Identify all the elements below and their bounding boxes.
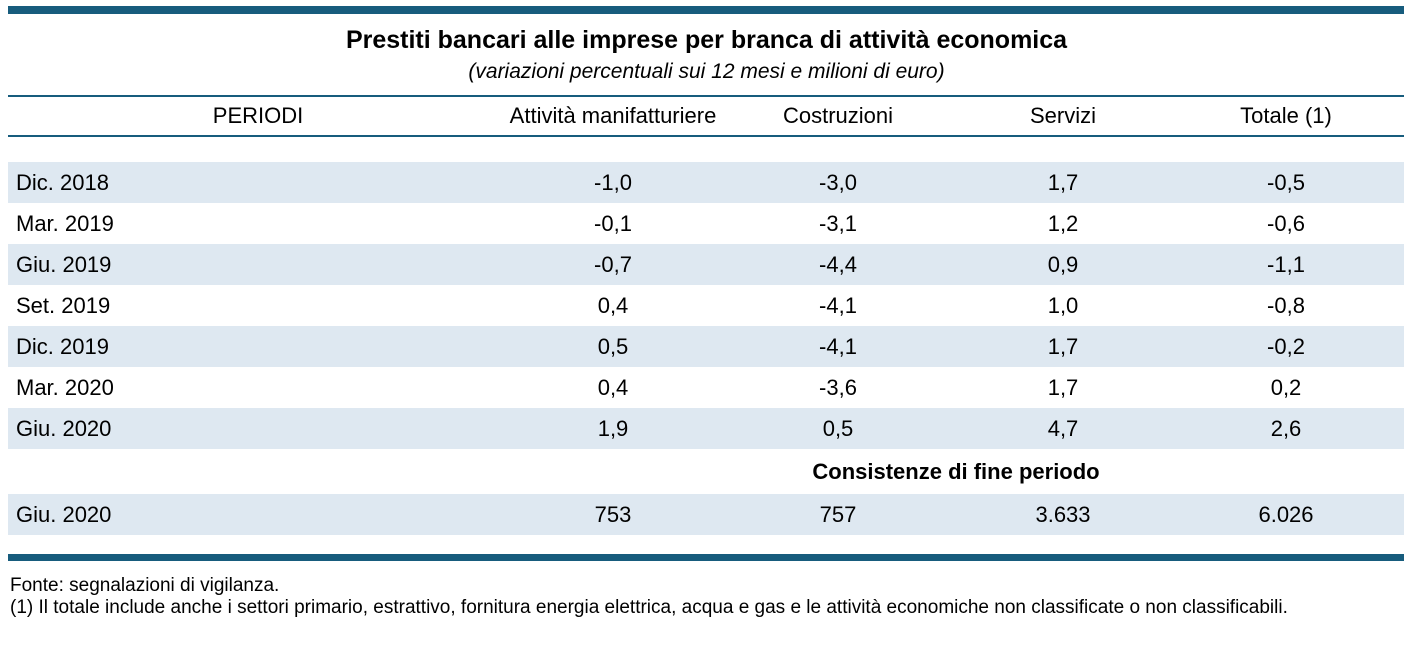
value-cell: -0,6 [1267, 210, 1305, 236]
spacer-row [8, 136, 1404, 162]
period-cell: Dic. 2019 [16, 333, 109, 359]
value-cell: -3,6 [819, 374, 857, 400]
value-cell: 0,4 [597, 374, 629, 400]
value-cell: -4,1 [819, 333, 857, 359]
loans-table: PERIODI Attività manifatturiere Costruzi… [8, 95, 1404, 535]
section-header-empty-cell [8, 449, 508, 494]
table-title: Prestiti bancari alle imprese per branca… [345, 26, 1068, 54]
top-rule [8, 6, 1404, 14]
footer: Fonte: segnalazioni di vigilanza. (1) Il… [10, 575, 1404, 619]
column-header-totale: Totale (1) [1168, 96, 1404, 137]
value-cell: -0,2 [1267, 333, 1305, 359]
period-cell: Giu. 2019 [16, 251, 112, 277]
period-cell: Mar. 2019 [16, 210, 114, 236]
value-cell: 2,6 [1270, 415, 1302, 441]
value-cell: 757 [819, 501, 857, 527]
value-cell: 0,4 [597, 292, 629, 318]
source-line: Fonte: segnalazioni di vigilanza. [10, 575, 280, 596]
table-subtitle: (variazioni percentuali sui 12 mesi e mi… [468, 60, 945, 83]
value-cell: 3.633 [1035, 501, 1091, 527]
table-row: Set. 2019 0,4 -4,1 1,0 -0,8 [8, 285, 1404, 326]
table-row: Giu. 2020 1,9 0,5 4,7 2,6 [8, 408, 1404, 449]
value-cell: -1,0 [594, 169, 632, 195]
value-cell: 0,9 [1047, 251, 1079, 277]
value-cell: -0,8 [1267, 292, 1305, 318]
value-cell: -1,1 [1267, 251, 1305, 277]
header-row: PERIODI Attività manifatturiere Costruzi… [8, 96, 1404, 137]
column-header-costruzioni: Costruzioni [718, 96, 958, 137]
table-container: PERIODI Attività manifatturiere Costruzi… [8, 95, 1404, 535]
value-cell: -4,4 [819, 251, 857, 277]
value-cell: 1,7 [1047, 374, 1079, 400]
period-cell: Set. 2019 [16, 292, 111, 318]
bottom-rule [8, 554, 1404, 561]
period-cell: Giu. 2020 [16, 415, 112, 441]
stock-row: Giu. 2020 753 757 3.633 6.026 [8, 494, 1404, 535]
section-header: Consistenze di fine periodo [812, 458, 1100, 484]
value-cell: 1,7 [1047, 169, 1079, 195]
value-cell: -0,5 [1267, 169, 1305, 195]
period-cell: Dic. 2018 [16, 169, 109, 195]
column-header-manifatturiere: Attività manifatturiere [508, 96, 718, 137]
column-header-servizi: Servizi [958, 96, 1168, 137]
value-cell: 1,2 [1047, 210, 1079, 236]
value-cell: 1,9 [597, 415, 629, 441]
table-row: Giu. 2019 -0,7 -4,4 0,9 -1,1 [8, 244, 1404, 285]
table-row: Mar. 2020 0,4 -3,6 1,7 0,2 [8, 367, 1404, 408]
value-cell: 4,7 [1047, 415, 1079, 441]
table-row: Dic. 2019 0,5 -4,1 1,7 -0,2 [8, 326, 1404, 367]
footnote-line: (1) Il totale include anche i settori pr… [10, 597, 1288, 618]
column-header-periodi: PERIODI [8, 96, 508, 137]
period-cell: Giu. 2020 [16, 501, 112, 527]
value-cell: -4,1 [819, 292, 857, 318]
value-cell: -0,1 [594, 210, 632, 236]
value-cell: -0,7 [594, 251, 632, 277]
period-cell: Mar. 2020 [16, 374, 114, 400]
value-cell: -3,1 [819, 210, 857, 236]
value-cell: 0,5 [597, 333, 629, 359]
value-cell: 0,5 [822, 415, 854, 441]
value-cell: -3,0 [819, 169, 857, 195]
table-row: Mar. 2019 -0,1 -3,1 1,2 -0,6 [8, 203, 1404, 244]
table-row: Dic. 2018 -1,0 -3,0 1,7 -0,5 [8, 162, 1404, 203]
value-cell: 753 [594, 501, 632, 527]
value-cell: 6.026 [1258, 501, 1314, 527]
value-cell: 1,7 [1047, 333, 1079, 359]
section-header-row: Consistenze di fine periodo [8, 449, 1404, 494]
value-cell: 0,2 [1270, 374, 1302, 400]
value-cell: 1,0 [1047, 292, 1079, 318]
